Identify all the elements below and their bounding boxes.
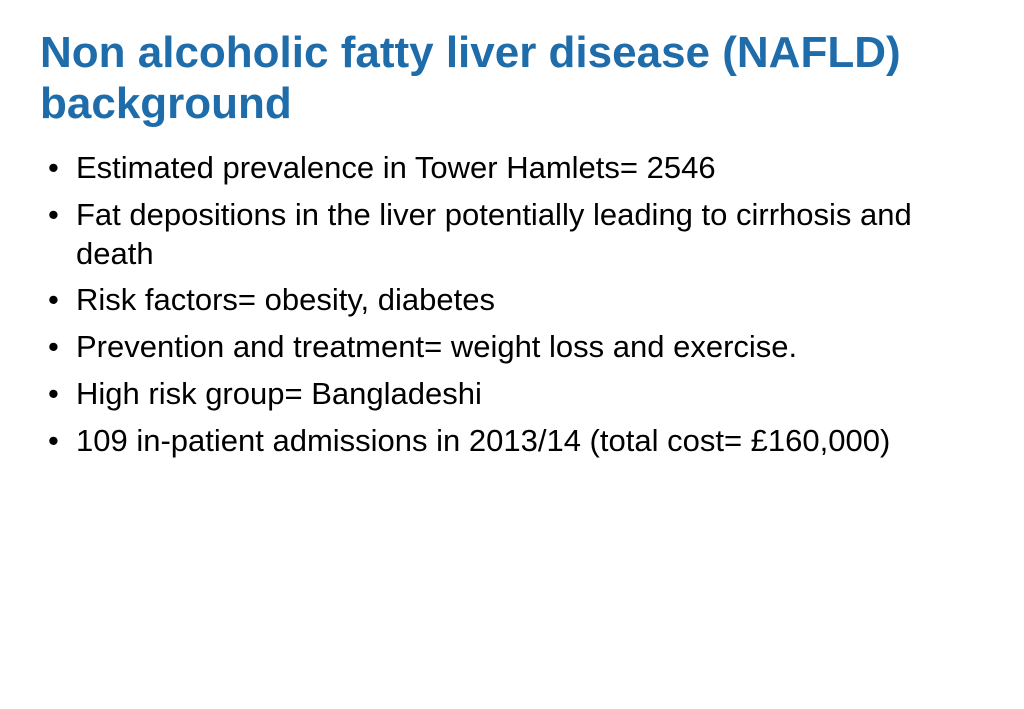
bullet-item: 109 in-patient admissions in 2013/14 (to…: [40, 422, 984, 461]
bullet-item: Estimated prevalence in Tower Hamlets= 2…: [40, 149, 984, 188]
bullet-list: Estimated prevalence in Tower Hamlets= 2…: [40, 149, 984, 460]
bullet-item: Risk factors= obesity, diabetes: [40, 281, 984, 320]
bullet-item: Fat depositions in the liver potentially…: [40, 196, 984, 274]
bullet-item: Prevention and treatment= weight loss an…: [40, 328, 984, 367]
bullet-item: High risk group= Bangladeshi: [40, 375, 984, 414]
slide-title: Non alcoholic fatty liver disease (NAFLD…: [40, 28, 984, 129]
